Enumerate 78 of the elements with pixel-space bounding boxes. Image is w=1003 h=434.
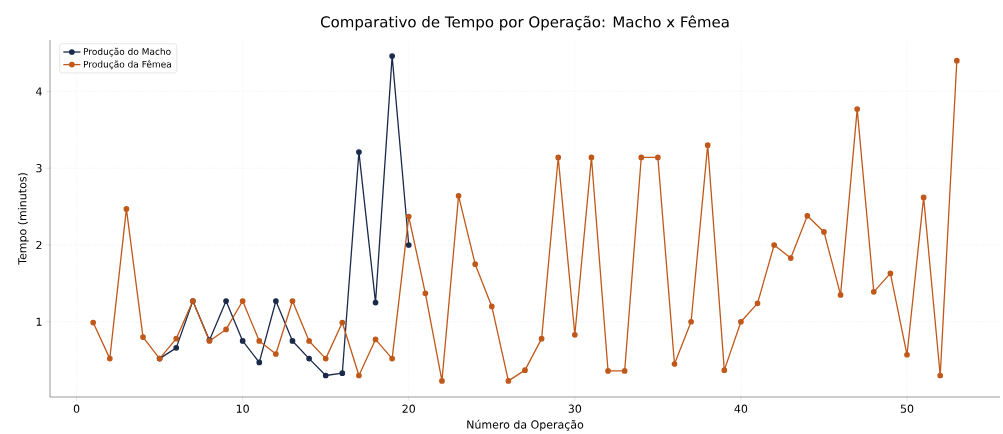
point: [439, 378, 445, 384]
point: [588, 154, 595, 161]
point: [223, 298, 229, 304]
point: [605, 368, 611, 374]
point: [289, 298, 296, 304]
point: [655, 154, 661, 161]
point: [771, 242, 777, 248]
y-tick-label: 1: [36, 317, 42, 326]
point: [339, 319, 346, 326]
point: [704, 142, 711, 149]
point: [571, 331, 578, 338]
x-tick-label: 10: [236, 404, 249, 413]
point: [106, 355, 113, 362]
y-tick-label: 4: [36, 87, 42, 96]
x-tick-label: 30: [568, 404, 582, 413]
point: [488, 303, 495, 310]
y-tick-label: 2: [36, 240, 42, 250]
point: [322, 355, 329, 362]
point: [173, 345, 180, 351]
point: [854, 106, 861, 112]
point: [372, 336, 379, 343]
point: [90, 319, 97, 326]
point: [904, 351, 910, 358]
point: [223, 326, 229, 333]
point: [123, 206, 130, 212]
point: [688, 318, 694, 325]
legend-label: Produção do Macho: [83, 47, 171, 57]
y-tick-label: 3: [36, 164, 42, 173]
point: [787, 255, 794, 261]
point: [953, 57, 960, 64]
point: [306, 338, 312, 344]
x-axis-title: Número da Operação: [467, 419, 584, 431]
point: [405, 213, 412, 220]
point: [389, 355, 395, 362]
point: [738, 318, 744, 325]
point: [173, 335, 180, 342]
point: [306, 355, 312, 362]
point: [356, 149, 362, 155]
point: [721, 367, 728, 373]
point: [472, 261, 479, 268]
point: [239, 338, 246, 344]
point: [804, 212, 811, 219]
x-tick-label: 40: [734, 404, 748, 413]
point: [356, 372, 362, 379]
point: [422, 290, 429, 297]
point: [239, 298, 246, 304]
point: [405, 242, 412, 248]
legend-label: Produção da Fêmea: [83, 60, 171, 70]
x-tick-label: 20: [402, 404, 415, 413]
point: [621, 368, 628, 374]
point: [937, 372, 944, 379]
point: [870, 288, 877, 295]
point: [273, 298, 279, 304]
point: [256, 338, 263, 344]
point: [389, 53, 395, 59]
point: [372, 299, 379, 306]
point: [837, 292, 844, 298]
point: [322, 372, 329, 379]
point: [638, 154, 645, 161]
point: [821, 229, 827, 235]
point: [522, 367, 528, 373]
point: [671, 361, 678, 367]
point: [887, 270, 894, 277]
x-tick-label: 50: [900, 404, 914, 413]
point: [455, 193, 462, 199]
point: [920, 194, 927, 201]
point: [555, 154, 562, 161]
point: [256, 359, 263, 366]
point: [289, 338, 296, 344]
chart-title: Comparativo de Tempo por Operação: Macho x Fêmea: [320, 15, 729, 31]
point: [754, 300, 761, 307]
y-axis-title: Tempo (minutos): [17, 173, 29, 265]
x-tick-label: 0: [73, 404, 80, 413]
point: [273, 351, 279, 357]
point: [339, 370, 346, 377]
point: [140, 334, 146, 340]
point: [505, 378, 512, 384]
point: [538, 335, 545, 342]
